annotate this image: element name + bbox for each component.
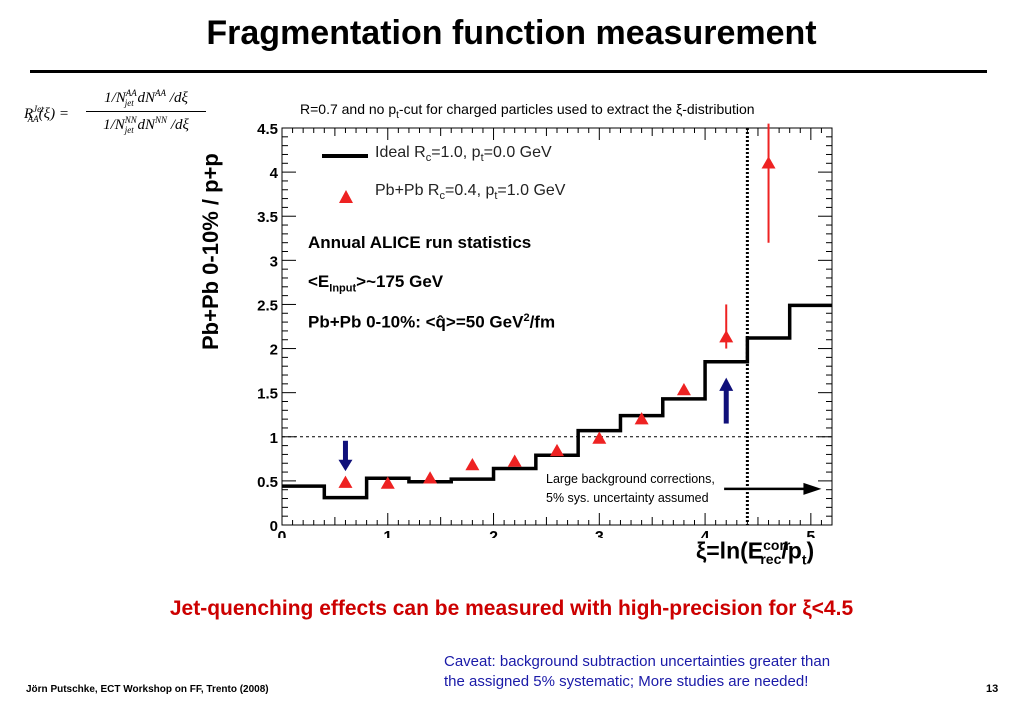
slide-title: Fragmentation function measurement — [206, 14, 817, 52]
pbpb-marker — [592, 431, 607, 444]
background-note-line1: Large background corrections, — [546, 472, 715, 486]
blue-arrow-down-head — [338, 459, 353, 472]
pbpb-marker — [550, 443, 564, 457]
pbpb-marker — [423, 471, 438, 484]
legend-ideal-label: Ideal Rc=1.0, pt=0.0 GeV — [375, 144, 552, 165]
x-tick-label: 5 — [806, 529, 815, 538]
y-tick-label: 4 — [270, 165, 279, 182]
y-tick-label: 1 — [270, 430, 278, 447]
y-tick-label: 3.5 — [257, 209, 278, 226]
plot-caption: R=0.7 and no pt-cut for charged particle… — [300, 101, 755, 121]
x-tick-label: 2 — [489, 529, 498, 538]
title-rule — [30, 70, 987, 73]
legend-pbpb-marker — [339, 190, 353, 203]
y-tick-label: 0.5 — [257, 474, 278, 491]
formula-denominator: 1/NNNjet dNNN /dξ — [103, 115, 189, 135]
ratio-chart: 0 1 2 3 4 5 0 0.5 1 1.5 2 2.5 3 3.5 4 4.5 — [257, 121, 833, 538]
pbpb-marker — [634, 412, 649, 425]
x-axis-label: ξ=ln(Ecorrrec/pt) — [696, 537, 815, 568]
highlight-statement: Jet-quenching effects can be measured wi… — [169, 597, 854, 620]
pbpb-marker — [465, 458, 480, 471]
formula-fraction: 1/NAAjet dNAA /dξ 1/NNNjet dNNN /dξ — [86, 88, 206, 135]
pbpb-marker — [676, 383, 691, 396]
y-tick-label: 2.5 — [257, 297, 278, 314]
stats-energy: <EInput>~175 GeV — [308, 272, 444, 295]
pbpb-marker — [338, 475, 353, 488]
y-tick-label: 4.5 — [257, 121, 278, 138]
x-tick-label: 1 — [383, 529, 392, 538]
legend-pbpb-label: Pb+Pb Rc=0.4, pt=1.0 GeV — [375, 182, 566, 203]
formula-numerator: 1/NAAjet dNAA /dξ — [86, 88, 206, 112]
formula-lhs: RJetAA(ξ) = — [24, 104, 69, 124]
y-tick-label: 0 — [270, 518, 278, 535]
pbpb-marker — [719, 330, 734, 343]
pbpb-marker — [507, 454, 522, 467]
annotation-arrow-head — [803, 482, 822, 495]
caveat-line-2: the assigned 5% systematic; More studies… — [444, 673, 809, 690]
caveat-text: Caveat: background subtraction uncertain… — [444, 652, 830, 692]
page-number: 13 — [986, 683, 999, 695]
footer-credit: Jörn Putschke, ECT Workshop on FF, Trent… — [26, 684, 269, 695]
x-tick-label: 4 — [701, 529, 710, 538]
caveat-line-1: Caveat: background subtraction uncertain… — [444, 653, 831, 670]
y-axis-label: Pb+Pb 0-10% / p+p — [198, 153, 223, 350]
background-note-line2: 5% sys. uncertainty assumed — [546, 491, 709, 505]
y-tick-label: 3 — [270, 253, 278, 270]
pbpb-marker — [380, 476, 395, 489]
stats-title: Annual ALICE run statistics — [308, 233, 532, 252]
pbpb-marker — [761, 156, 776, 169]
x-tick-label: 0 — [278, 529, 287, 538]
y-tick-label: 1.5 — [257, 386, 278, 403]
blue-arrow-up-head — [719, 377, 734, 391]
x-tick-label: 3 — [595, 529, 604, 538]
ideal-step-series — [282, 303, 832, 500]
y-tick-label: 2 — [270, 342, 278, 359]
stats-qhat: Pb+Pb 0-10%: <q̂>=50 GeV2/fm — [308, 312, 556, 332]
